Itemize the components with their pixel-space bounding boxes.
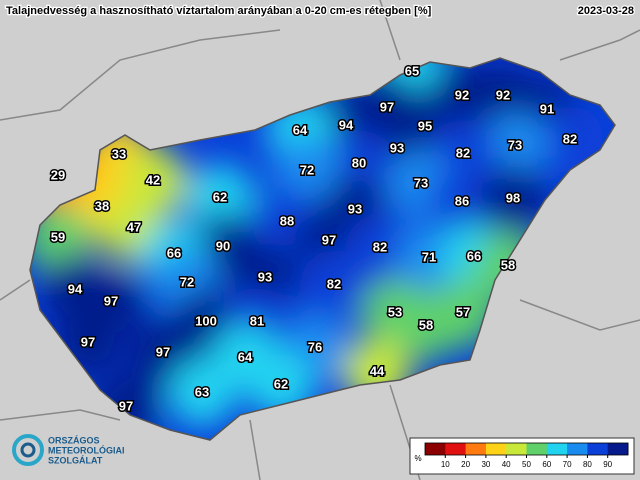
station-value: 100 bbox=[195, 313, 217, 328]
station-value: 63 bbox=[195, 384, 209, 399]
country-border bbox=[29, 57, 616, 441]
station-value: 65 bbox=[405, 63, 419, 78]
station-value: 66 bbox=[167, 245, 181, 260]
station-value: 72 bbox=[180, 274, 194, 289]
logo-text: METEOROLÓGIAI bbox=[48, 444, 125, 455]
station-value: 66 bbox=[467, 248, 481, 263]
station-value: 92 bbox=[496, 87, 510, 102]
station-value: 93 bbox=[348, 201, 362, 216]
station-value: 80 bbox=[352, 155, 366, 170]
station-value: 62 bbox=[213, 189, 227, 204]
legend-swatch bbox=[526, 443, 548, 455]
moisture-blob bbox=[536, 106, 604, 174]
moisture-blob bbox=[481, 112, 549, 180]
station-value: 91 bbox=[540, 101, 554, 116]
station-value: 38 bbox=[95, 198, 109, 213]
station-value: 29 bbox=[51, 167, 65, 182]
date: 2023-03-28 bbox=[578, 5, 634, 17]
station-value: 33 bbox=[112, 146, 126, 161]
legend-swatch bbox=[485, 443, 507, 455]
logo-mark bbox=[12, 434, 44, 466]
legend-tick-label: 20 bbox=[461, 460, 470, 469]
logo: ORSZÁGOS METEOROLÓGIAI SZOLGÁLAT bbox=[12, 434, 125, 466]
legend-tick-label: 50 bbox=[522, 460, 531, 469]
station-value: 64 bbox=[238, 349, 253, 364]
station-value: 98 bbox=[506, 190, 520, 205]
station-value: 73 bbox=[508, 137, 522, 152]
station-value: 97 bbox=[119, 398, 133, 413]
legend-swatch bbox=[465, 443, 487, 455]
logo-text: SZOLGÁLAT bbox=[48, 455, 103, 465]
legend-swatch bbox=[425, 443, 446, 455]
station-value: 93 bbox=[390, 140, 404, 155]
legend-unit: % bbox=[414, 454, 421, 463]
legend-swatch bbox=[506, 443, 527, 455]
station-value: 92 bbox=[455, 87, 469, 102]
moisture-blob bbox=[392, 292, 460, 360]
station-value: 97 bbox=[81, 334, 95, 349]
station-value: 58 bbox=[501, 257, 515, 272]
station-value: 95 bbox=[418, 118, 432, 133]
legend-tick-label: 90 bbox=[603, 460, 612, 469]
station-value: 97 bbox=[156, 344, 170, 359]
moisture-blob bbox=[168, 359, 236, 427]
legend-tick-label: 10 bbox=[441, 460, 450, 469]
moisture-blob bbox=[428, 168, 496, 236]
moisture-blob bbox=[300, 251, 368, 319]
station-value: 81 bbox=[250, 313, 264, 328]
station-value: 94 bbox=[339, 117, 354, 132]
station-value: 86 bbox=[455, 193, 469, 208]
title: Talajnedvesség a hasznosítható víztartal… bbox=[6, 5, 432, 17]
station-value: 71 bbox=[422, 249, 436, 264]
moisture-blob bbox=[186, 164, 254, 232]
moisture-blob bbox=[273, 137, 341, 205]
station-value: 58 bbox=[419, 317, 433, 332]
station-value: 57 bbox=[456, 304, 470, 319]
legend-swatch bbox=[445, 443, 467, 455]
station-value: 82 bbox=[327, 276, 341, 291]
station-value: 73 bbox=[414, 175, 428, 190]
moisture-blob bbox=[479, 165, 547, 233]
station-value: 82 bbox=[373, 239, 387, 254]
logo-text: ORSZÁGOS bbox=[48, 435, 100, 445]
station-value: 93 bbox=[258, 269, 272, 284]
station-value: 62 bbox=[274, 376, 288, 391]
station-value: 42 bbox=[146, 172, 160, 187]
legend-swatch bbox=[587, 443, 609, 455]
station-value: 94 bbox=[68, 281, 83, 296]
legend-swatch bbox=[607, 443, 629, 455]
station-value: 82 bbox=[563, 131, 577, 146]
station-value: 97 bbox=[104, 293, 118, 308]
logo-mark bbox=[20, 442, 36, 458]
legend: % 10 20 30 40 50 60 70 80 90 bbox=[414, 442, 629, 469]
legend-tick-label: 70 bbox=[563, 460, 572, 469]
station-value: 90 bbox=[216, 238, 230, 253]
station-value: 97 bbox=[380, 99, 394, 114]
station-value: 72 bbox=[300, 162, 314, 177]
station-labels: 65 92 92 91 97 94 95 64 82 73 93 82 80 33 72 29 42 73 62 86… bbox=[49, 62, 578, 415]
station-value: 44 bbox=[370, 363, 385, 378]
legend-tick-label: 80 bbox=[583, 460, 592, 469]
legend-tick-label: 40 bbox=[502, 460, 511, 469]
station-value: 53 bbox=[388, 304, 402, 319]
station-value: 76 bbox=[308, 339, 322, 354]
legend-tick-label: 60 bbox=[542, 460, 551, 469]
station-value: 88 bbox=[280, 213, 294, 228]
legend-swatch bbox=[546, 443, 568, 455]
station-value: 59 bbox=[51, 229, 65, 244]
station-value: 47 bbox=[127, 219, 141, 234]
station-value: 64 bbox=[293, 122, 308, 137]
station-value: 82 bbox=[456, 145, 470, 160]
station-value: 97 bbox=[322, 232, 336, 247]
legend-swatch bbox=[567, 443, 588, 455]
legend-tick-label: 30 bbox=[481, 460, 490, 469]
